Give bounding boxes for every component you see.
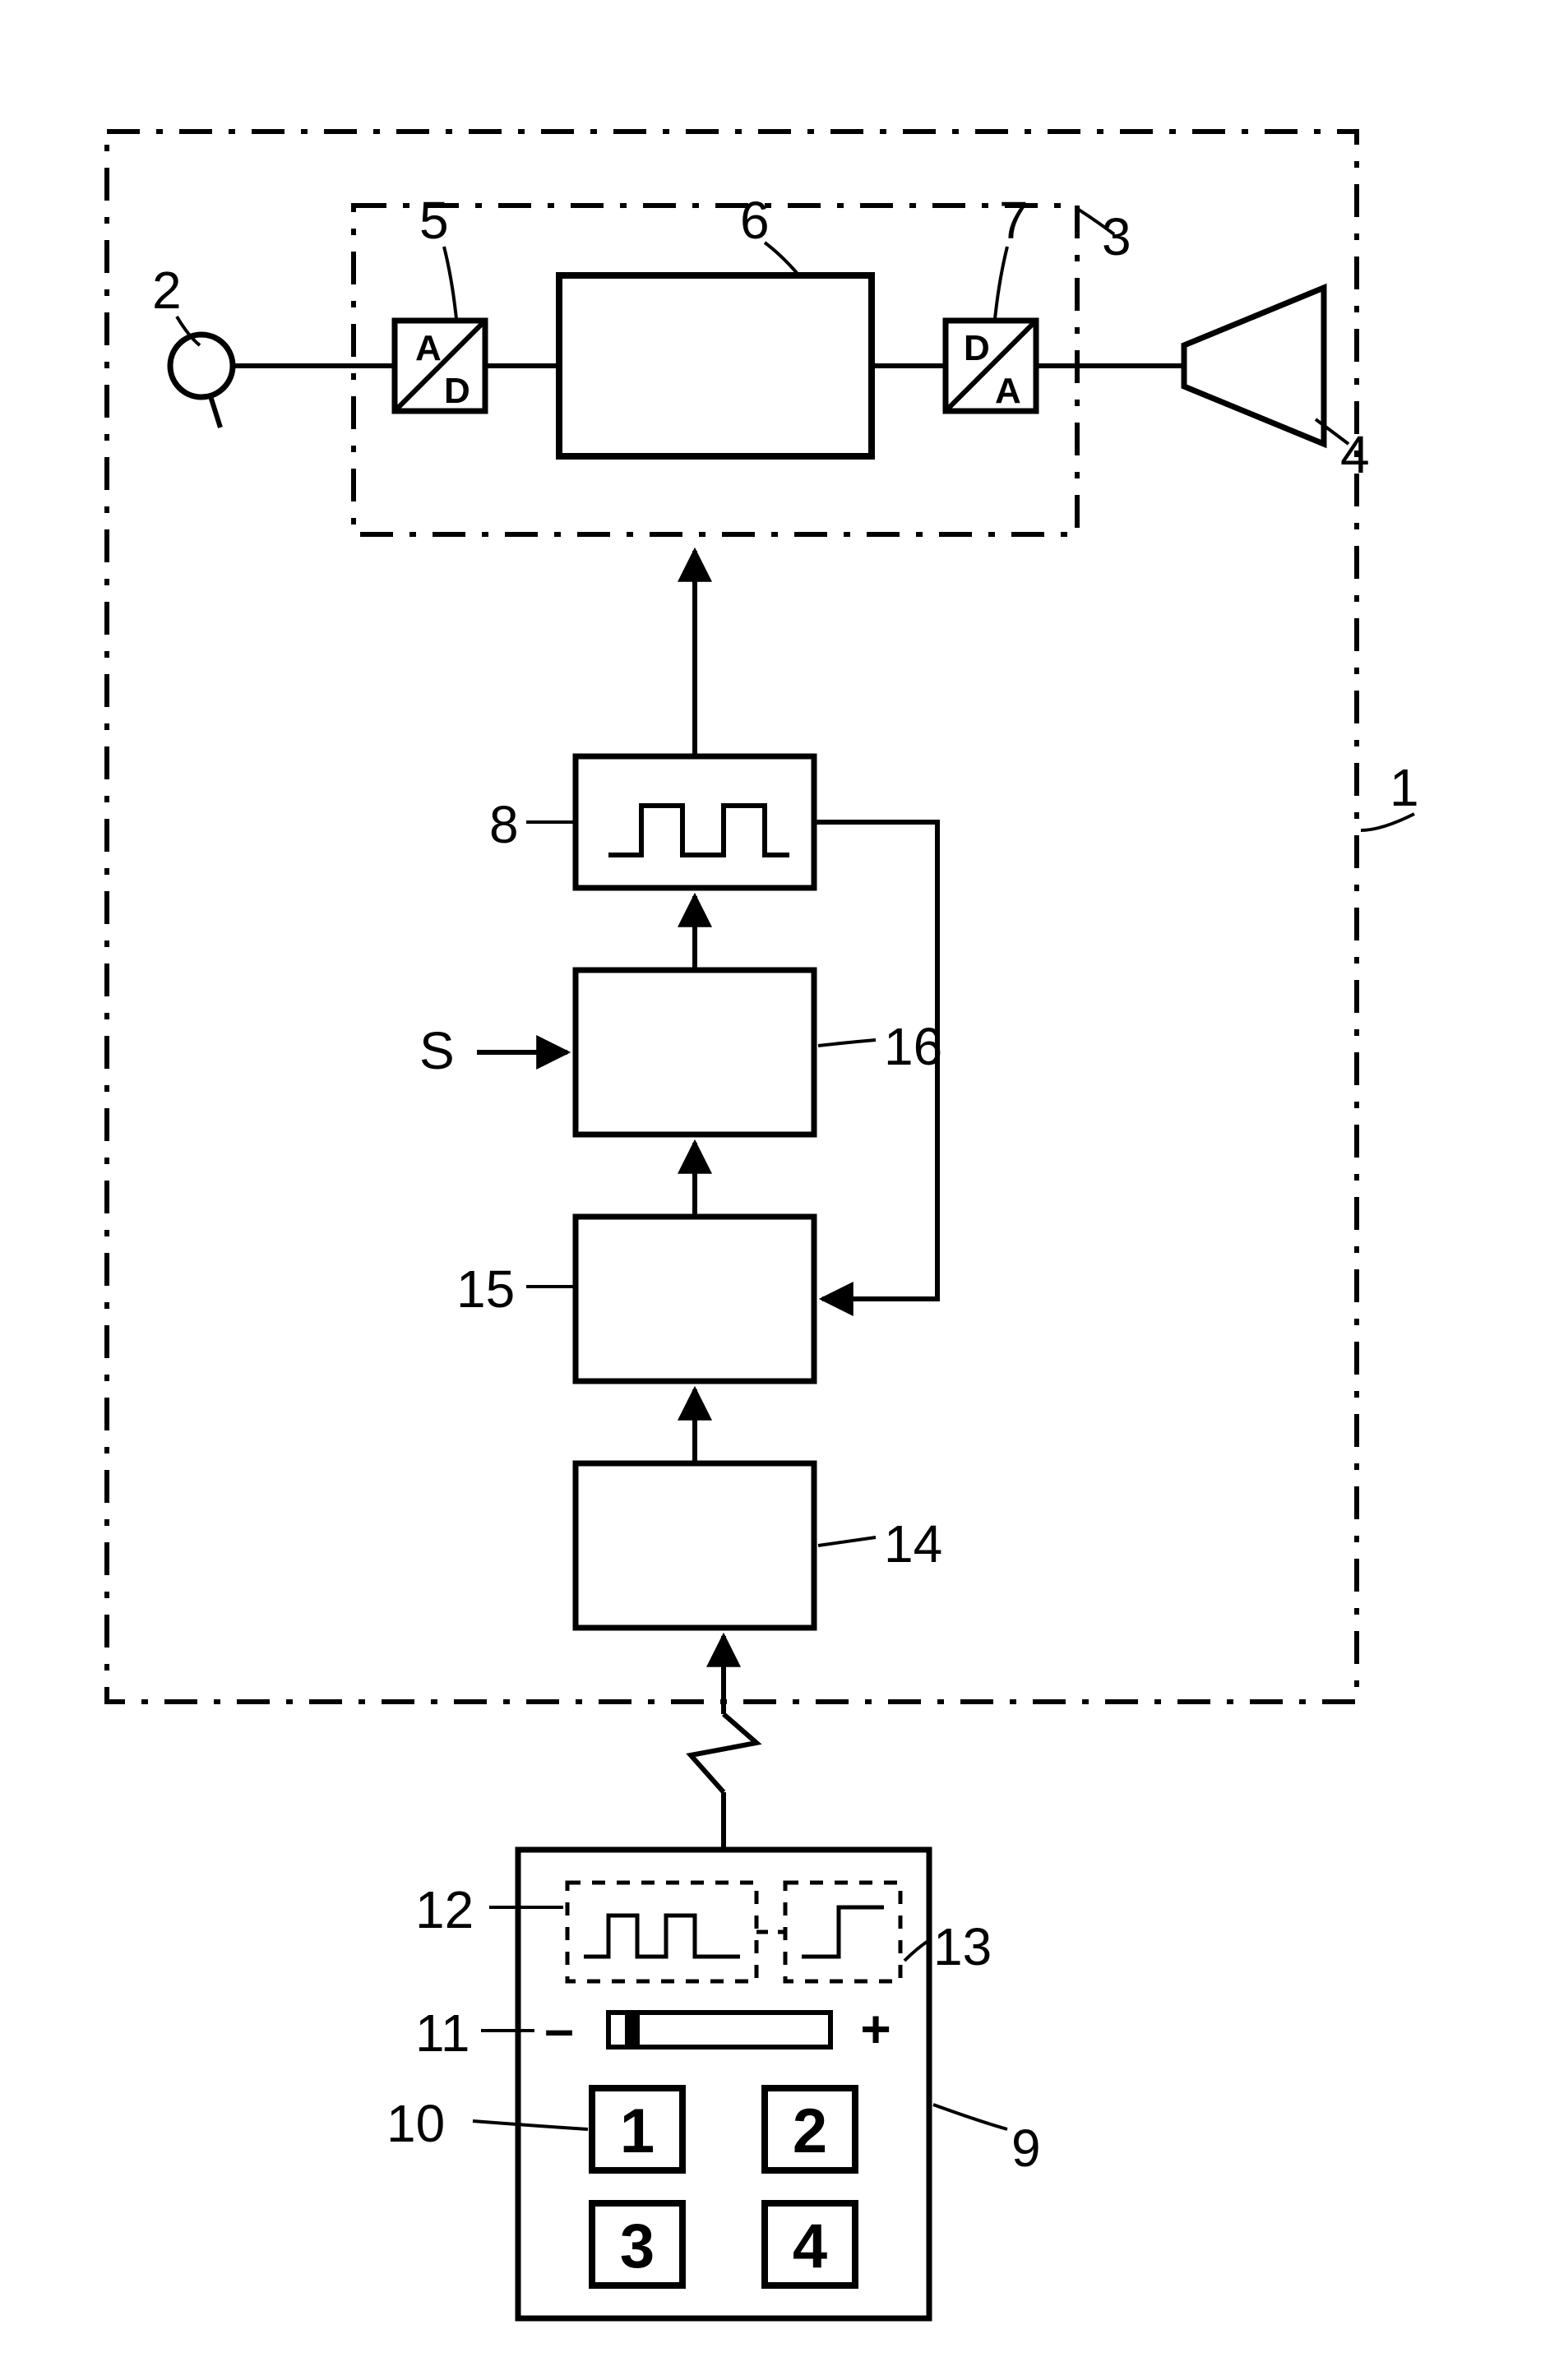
- leader-6: [765, 243, 798, 274]
- leader-5: [444, 247, 456, 319]
- ref-5: 5: [419, 191, 449, 250]
- wireless-link-icon: [691, 1636, 756, 1850]
- leader-7: [995, 247, 1007, 319]
- remote-button-2[interactable]: 2: [765, 2088, 855, 2170]
- clock-block: [576, 756, 814, 888]
- leader-13: [904, 1940, 929, 1961]
- remote-button-1-label: 1: [620, 2096, 655, 2166]
- ref-1: 1: [1390, 758, 1419, 817]
- remote-body: [518, 1850, 929, 2318]
- remote-step-icon: [802, 1907, 884, 1957]
- ref-14: 14: [884, 1514, 942, 1574]
- remote-button-4[interactable]: 4: [765, 2203, 855, 2285]
- ref-S: S: [419, 1021, 455, 1080]
- remote-pulse-icon: [584, 1916, 740, 1957]
- remote-slider[interactable]: [608, 2013, 830, 2047]
- leader-10: [473, 2121, 588, 2129]
- processor-block: [559, 275, 872, 456]
- da-top-label: D: [964, 328, 990, 368]
- leader-16: [818, 1040, 876, 1046]
- ref-6: 6: [740, 191, 770, 250]
- remote-button-4-label: 4: [793, 2211, 827, 2281]
- ref-3: 3: [1102, 207, 1131, 266]
- da-bot-label: A: [995, 371, 1021, 411]
- ref-4: 4: [1340, 425, 1370, 484]
- ref-2: 2: [152, 261, 182, 320]
- leader-9: [933, 2105, 1007, 2129]
- ref-9: 9: [1011, 2119, 1041, 2178]
- remote-step-block: [785, 1883, 900, 1981]
- remote-button-3-label: 3: [620, 2211, 655, 2281]
- microphone-icon: [170, 335, 233, 427]
- ref-7: 7: [999, 191, 1029, 250]
- block-diagram: A D D A –: [0, 0, 1559, 2380]
- block-16: [576, 970, 814, 1135]
- ref-12: 12: [415, 1880, 474, 1939]
- minus-label: –: [544, 1999, 574, 2059]
- ref-15: 15: [456, 1259, 515, 1319]
- remote-slider-thumb: [625, 2013, 640, 2047]
- ad-top-label: A: [415, 328, 442, 368]
- ref-8: 8: [489, 795, 519, 854]
- leader-14: [818, 1537, 876, 1546]
- ref-10: 10: [386, 2094, 445, 2153]
- ref-13: 13: [933, 1917, 992, 1976]
- speaker-icon: [1184, 288, 1324, 444]
- remote-button-3[interactable]: 3: [592, 2203, 682, 2285]
- ad-bot-label: D: [444, 371, 470, 411]
- remote-pulse-block: [567, 1883, 756, 1981]
- processing-container: [354, 206, 1077, 534]
- da-converter: D A: [946, 321, 1036, 411]
- block-14: [576, 1463, 814, 1628]
- ref-16: 16: [884, 1017, 942, 1076]
- remote-button-1[interactable]: 1: [592, 2088, 682, 2170]
- plus-label: +: [860, 1999, 891, 2059]
- remote-button-2-label: 2: [793, 2096, 827, 2166]
- pulse-icon: [608, 806, 789, 855]
- ref-11: 11: [415, 2003, 470, 2063]
- ad-converter: A D: [395, 321, 485, 411]
- block-15: [576, 1217, 814, 1381]
